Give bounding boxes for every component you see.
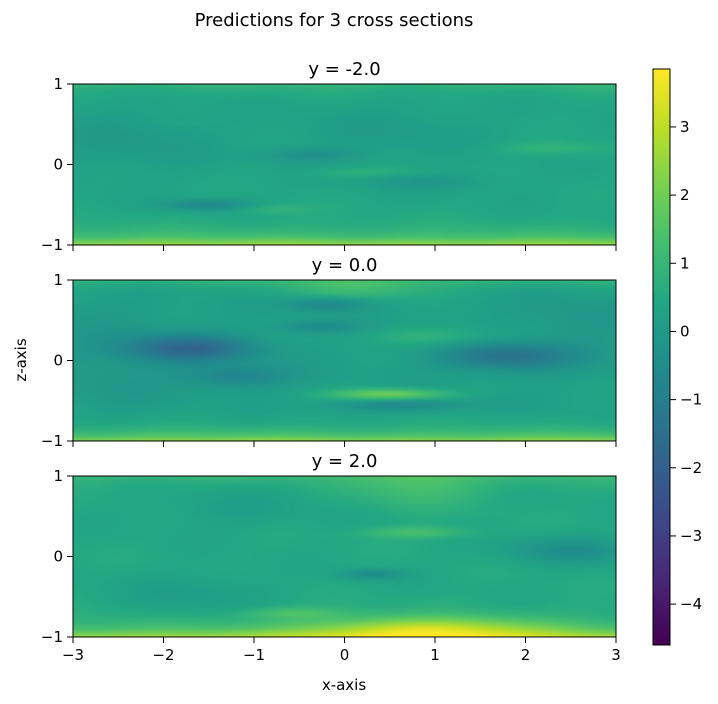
panel-title: y = 0.0 [312,255,378,276]
heatmap-panel: y = -2.0 −1 0 1 [41,59,617,254]
z-tick-label: 0 [53,352,63,370]
colorbar-tick-label: 3 [680,118,690,136]
z-tick-label: −1 [41,628,63,646]
heatmap-panels: y = -2.0 −1 0 1 y = 0.0 −1 0 1 y = 2.0 −3 −2 −1 0 1 2 3… [41,59,621,664]
x-tick-label: 3 [611,646,621,664]
panel-title: y = -2.0 [308,59,380,80]
colorbar-tick-label: 2 [680,186,690,204]
x-tick-label: −3 [62,646,84,664]
colorbar-tick-label: −4 [680,595,702,613]
z-tick-label: 1 [53,467,63,485]
x-tick-label: 1 [430,646,440,664]
z-tick-label: −1 [41,432,63,450]
colorbar-tick-label: −3 [680,527,702,545]
colorbar-tick-label: 0 [680,322,690,340]
z-tick-label: 0 [53,548,63,566]
x-tick-label: 2 [521,646,531,664]
colorbar: −4 −3 −2 −1 0 1 2 3 [652,68,702,646]
figure-suptitle: Predictions for 3 cross sections [195,10,474,31]
heatmap-panel: y = 2.0 −3 −2 −1 0 1 2 3 −1 0 1 [41,451,621,664]
colorbar-frame [652,68,671,646]
colorbar-gradient [653,69,670,645]
z-tick-label: −1 [41,236,63,254]
x-tick-label: 0 [340,646,350,664]
figure-z-axis-label: z-axis [12,338,30,382]
x-tick-label: −2 [152,646,174,664]
heatmap-image [73,280,616,441]
z-tick-label: 1 [53,271,63,289]
colorbar-tick-label: 1 [680,254,690,272]
heatmap-image [73,476,616,637]
heatmap-panel: y = 0.0 −1 0 1 [41,255,617,450]
z-tick-label: 1 [53,75,63,93]
z-tick-label: 0 [53,156,63,174]
panel-title: y = 2.0 [312,451,378,472]
colorbar-tick-label: −1 [680,391,702,409]
heatmap-image [73,84,616,245]
figure-x-axis-label: x-axis [322,676,367,694]
colorbar-tick-label: −2 [680,459,702,477]
x-tick-label: −1 [243,646,265,664]
